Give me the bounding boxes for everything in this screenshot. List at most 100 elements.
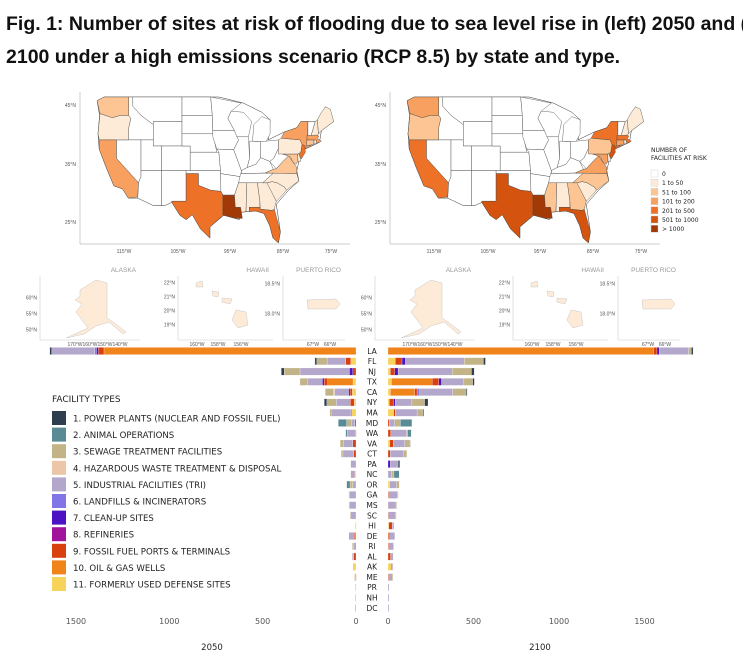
inset-title: PUERTO RICO <box>631 267 676 274</box>
bar-segment-2050-ca-type-4 <box>333 388 335 396</box>
inset-title: ALASKA <box>446 267 472 274</box>
inset-title: ALASKA <box>111 267 137 274</box>
inset-ak: ALASKA 60°N 55°N 50°N 170°W 160°W 150°W 140°W <box>26 267 140 348</box>
bar-segment-2050-ma-type-3 <box>329 408 332 417</box>
bar-segment-2100-ri-type-9 <box>387 542 389 551</box>
state-co <box>161 145 191 171</box>
lat-tick-label: 35°N <box>65 162 77 168</box>
state-label: GA <box>367 491 379 500</box>
bar-segment-2100-ca-type-5 <box>419 388 453 396</box>
inset-lon-tick: 170°W <box>402 342 417 348</box>
bar-segment-2100-ga-type-9 <box>387 491 389 499</box>
map-legend-swatch <box>650 188 659 196</box>
bar-segment-2050-or-type-5 <box>352 480 357 489</box>
map-legend-title-2: FACILITIES AT RISK <box>651 155 708 162</box>
lon-tick-label: 95°W <box>534 249 547 255</box>
state-co <box>471 145 501 171</box>
inset-hi: HAWAII 22°N 21°N 20°N 19°N 160°W 158°W 156°W <box>499 267 608 348</box>
bar-segment-2100-me-type-3 <box>392 573 394 581</box>
bar-segment-2100-ca-type-6 <box>416 388 420 396</box>
state-label: SC <box>367 511 377 520</box>
map-legend: NUMBER OF FACILITIES AT RISK 0 1 to 50 51 … <box>650 147 708 233</box>
bar-segment-2100-ak-type-9 <box>391 563 393 571</box>
state-az <box>447 170 472 206</box>
map-legend-swatch <box>650 224 659 233</box>
bar-segment-2050-ny-type-1 <box>324 398 327 407</box>
map-legend-swatch <box>650 215 659 224</box>
bar-segment-2100-va-type-11 <box>387 439 390 448</box>
bar-segment-2100-ma-type-11 <box>387 408 394 417</box>
bar-segment-2050-nj-type-9 <box>352 367 357 376</box>
bar-segment-2100-nc-type-5 <box>387 470 392 479</box>
bar-segment-2100-wa-type-5 <box>390 429 407 437</box>
lon-tick-label: 105°W <box>170 249 185 255</box>
state-wy <box>153 121 183 147</box>
inset-title: PUERTO RICO <box>296 267 341 274</box>
bar-segment-2100-ca-type-9 <box>414 388 418 396</box>
bar-segment-2100-ms-type-3 <box>395 501 398 509</box>
bar-segment-2100-or-type-11 <box>387 480 390 489</box>
bar-segment-2050-nj-type-5 <box>299 367 350 376</box>
inset-lon-tick: 140°W <box>112 342 127 348</box>
inset-lon-tick: 170°W <box>67 342 82 348</box>
inset-lat-tick: 50°N <box>26 328 38 334</box>
state-me <box>317 106 334 135</box>
bar-segment-2050-nj-type-3 <box>283 367 301 376</box>
state-or <box>97 113 132 141</box>
inset-shape <box>65 279 127 339</box>
state-ma <box>616 134 632 144</box>
bar-segment-2050-or-type-2 <box>346 480 351 489</box>
bar-segment-2050-sc-type-3 <box>349 511 351 520</box>
state-label: TX <box>366 378 377 387</box>
state-fl <box>248 207 281 244</box>
bar-segment-2050-ny-type-5 <box>336 398 351 407</box>
state-ia <box>212 130 239 150</box>
state-ms <box>544 182 558 213</box>
bar-segment-2050-al-type-5 <box>352 552 354 561</box>
bar-segment-2050-nj-type-1 <box>281 367 285 376</box>
bar-segment-2050-ri-type-5 <box>353 542 356 551</box>
bar-segment-2050-la-type-6 <box>94 347 97 355</box>
state-label: RI <box>368 542 375 551</box>
state-label: FL <box>368 357 377 366</box>
bar-segment-2050-ms-type-5 <box>349 501 357 509</box>
inset-shape <box>231 309 249 329</box>
bar-segment-2100-tx-type-9 <box>431 378 439 386</box>
bar-segment-2100-nj-type-11 <box>387 367 391 376</box>
bar-segment-2100-la-type-10 <box>387 347 654 355</box>
bar-segment-2050-ga-type-5 <box>349 491 357 499</box>
map-legend-label: > 1000 <box>662 226 684 233</box>
bar-segment-2100-tx-type-7 <box>438 378 442 386</box>
lon-tick-label: 75°W <box>635 249 648 255</box>
inset-shape <box>211 290 220 298</box>
bar-segment-2050-la-type-5 <box>51 347 95 355</box>
bar-segment-2100-ri-type-5 <box>388 542 394 551</box>
map-legend-title-1: NUMBER OF <box>651 147 688 154</box>
bar-segment-2100-ca-type-1 <box>466 388 468 396</box>
bar-segment-2050-md-type-9 <box>354 419 357 427</box>
bar-segment-2050-ak-type-9 <box>353 563 354 571</box>
inset-lon-tick: 160°W <box>189 342 204 348</box>
facility-legend-swatch <box>52 527 66 542</box>
lon-tick-label: 105°W <box>480 249 495 255</box>
bar-segment-2100-pa-type-7 <box>387 460 391 468</box>
state-ks <box>189 151 221 171</box>
state-label: DE <box>367 532 378 541</box>
x-tick-label-2050: 500 <box>255 617 270 626</box>
map-legend-swatch <box>650 169 659 178</box>
state-label: WA <box>366 429 379 438</box>
bar-segment-2100-la-type-7 <box>656 347 660 355</box>
facility-legend-label: 7. CLEAN-UP SITES <box>73 514 154 524</box>
bar-segment-2050-va-type-5 <box>343 439 353 448</box>
bar-segment-2100-va-type-5 <box>393 439 405 448</box>
bar-segment-2050-fl-type-5 <box>326 357 346 366</box>
bar-segment-2100-ma-type-1 <box>422 408 424 417</box>
state-nd <box>181 96 213 116</box>
inset-lat-tick: 22°N <box>499 281 511 287</box>
bar-segment-2100-sc-type-3 <box>395 511 397 520</box>
state-nm <box>161 170 187 206</box>
bar-segment-2100-la-type-5 <box>659 347 689 355</box>
bar-segment-2100-fl-type-11 <box>387 357 396 366</box>
inset-lon-tick: 158°W <box>545 342 560 348</box>
state-fl <box>558 207 591 244</box>
